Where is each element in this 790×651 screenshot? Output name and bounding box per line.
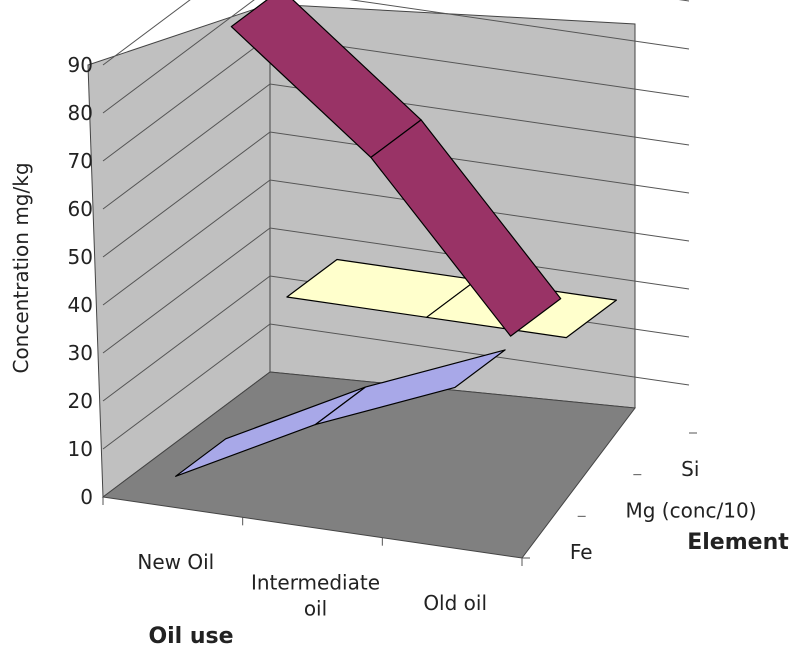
z-tick-si: Si: [681, 457, 699, 481]
y-tick-10: 10: [68, 437, 93, 461]
y-axis-title: Concentration mg/kg: [9, 162, 33, 373]
y-tick-60: 60: [68, 197, 93, 221]
y-tick-0: 0: [80, 485, 93, 509]
gridline-60: [102, 83, 690, 210]
gridline-40: [102, 179, 690, 306]
gridline-50: [102, 131, 690, 258]
series-ribbons: [175, 0, 618, 477]
y-tick-20: 20: [68, 389, 93, 413]
x-tick-intermediate-oil: Intermediate oil: [251, 571, 380, 621]
y-tick-90: 90: [68, 53, 93, 77]
y-tick-70: 70: [68, 149, 93, 173]
gridline-30: [102, 227, 690, 354]
x-tick-new-oil: New Oil: [137, 550, 214, 574]
gridline-80: [102, 0, 690, 114]
z-tick-mg-conc-10: Mg (conc/10): [626, 499, 757, 523]
ribbon-segment-mg-conc-10-1: [370, 119, 562, 337]
y-tick-40: 40: [68, 293, 93, 317]
x-tick-old-oil: Old oil: [423, 591, 487, 615]
x-axis-title: Oil use: [148, 624, 233, 649]
gridline-90: [102, 0, 690, 66]
series-mg-conc-10: [230, 0, 562, 337]
axes: [102, 432, 697, 566]
y-tick-80: 80: [68, 101, 93, 125]
z-tick-fe: Fe: [570, 540, 593, 564]
series-fe: [175, 349, 506, 477]
z-axis-title: Element: [687, 530, 789, 555]
gridline-10: [102, 323, 690, 450]
y-tick-30: 30: [68, 341, 93, 365]
y-tick-50: 50: [68, 245, 93, 269]
axis-labels: 0 10 20 30 40 50 60 70 80 90 New Oil Intermediate oi…: [68, 53, 757, 621]
ribbon-segment-fe-1: [314, 349, 506, 426]
